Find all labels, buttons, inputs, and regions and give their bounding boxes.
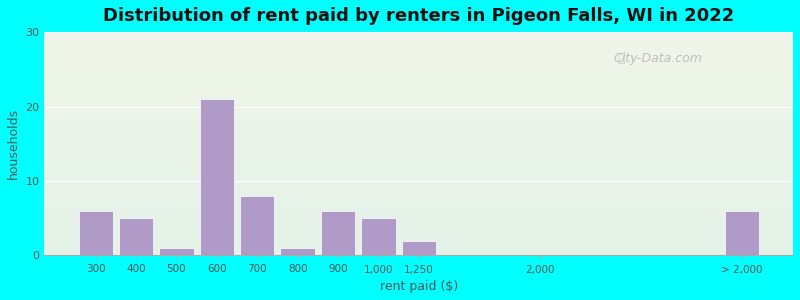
- Text: 🌐: 🌐: [617, 52, 625, 65]
- Bar: [321, 211, 355, 256]
- Bar: [281, 248, 314, 256]
- Bar: [402, 241, 436, 256]
- Title: Distribution of rent paid by renters in Pigeon Falls, WI in 2022: Distribution of rent paid by renters in …: [103, 7, 734, 25]
- Bar: [240, 196, 274, 256]
- Bar: [725, 211, 759, 256]
- Bar: [159, 248, 194, 256]
- X-axis label: rent paid ($): rent paid ($): [380, 280, 458, 293]
- Bar: [119, 218, 154, 256]
- Bar: [200, 99, 234, 256]
- Text: City-Data.com: City-Data.com: [614, 52, 702, 65]
- Y-axis label: households: households: [7, 108, 20, 179]
- Bar: [78, 211, 113, 256]
- Bar: [362, 218, 395, 256]
